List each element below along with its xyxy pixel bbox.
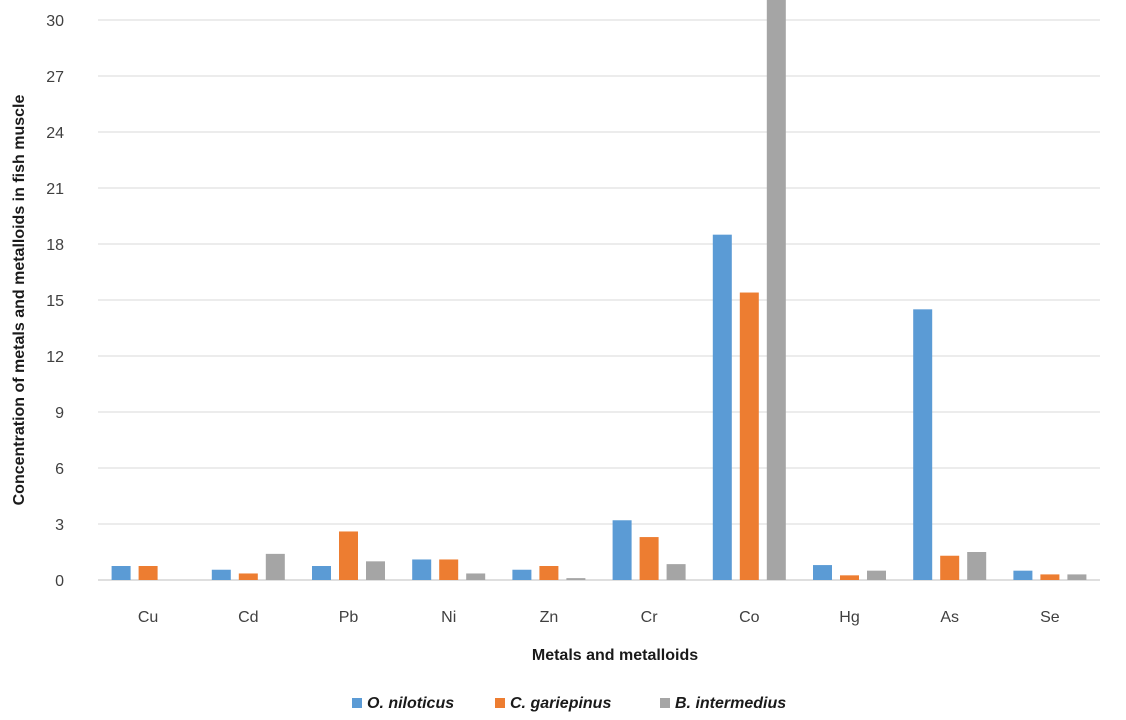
x-tick-label: Zn [540, 609, 559, 626]
x-tick-label: Hg [839, 609, 859, 626]
y-tick-label: 12 [46, 349, 64, 366]
y-tick-label: 3 [55, 517, 64, 534]
y-tick-label: 24 [46, 125, 64, 142]
bar-hg-2 [840, 575, 859, 580]
bar-ni-3 [466, 573, 486, 580]
x-axis-title: Metals and metalloids [532, 647, 698, 664]
bar-se-1 [1013, 570, 1033, 580]
bar-hg-3 [867, 570, 886, 580]
bar-as-2 [940, 555, 960, 580]
bar-cd-1 [211, 569, 231, 580]
bar-cu-1 [111, 566, 131, 580]
bar-cu-2 [138, 566, 158, 580]
y-tick-label: 21 [46, 181, 64, 198]
legend-label: B. intermedius [675, 695, 786, 712]
y-axis-title: Concentration of metals and metalloids i… [11, 95, 28, 506]
bar-ni-2 [439, 559, 459, 580]
bars [111, 0, 1087, 580]
y-tick-label: 15 [46, 293, 64, 310]
bar-pb-1 [312, 566, 331, 580]
bar-se-3 [1067, 574, 1087, 580]
legend: O. niloticus C. gariepinus B. intermedius [352, 695, 786, 712]
legend-swatch [352, 698, 362, 708]
bar-cd-3 [265, 553, 285, 580]
bar-co-3 [766, 0, 786, 580]
bar-zn-3 [566, 578, 586, 580]
y-tick-label: 30 [46, 13, 64, 30]
y-tick-label: 27 [46, 69, 64, 86]
bar-zn-1 [512, 569, 532, 580]
x-tick-label: Co [739, 609, 760, 626]
legend-swatch [495, 698, 505, 708]
bar-as-1 [913, 309, 933, 580]
bar-zn-2 [539, 566, 559, 580]
bar-as-3 [967, 552, 987, 580]
x-axis-ticks: Cu Cd Pb Ni Zn Cr Co Hg As Se [138, 609, 1060, 626]
bar-co-2 [739, 292, 759, 580]
x-tick-label: Pb [339, 609, 359, 626]
bar-ni-1 [412, 559, 432, 580]
y-tick-label: 18 [46, 237, 64, 254]
y-axis-ticks: 0 3 6 9 12 15 18 21 24 27 30 [46, 13, 64, 590]
bar-pb-3 [366, 561, 385, 580]
legend-label: C. gariepinus [510, 695, 611, 712]
bar-hg-1 [813, 565, 832, 580]
bar-cr-3 [666, 564, 686, 580]
bar-cd-2 [238, 573, 258, 580]
legend-swatch [660, 698, 670, 708]
bar-co-1 [712, 234, 732, 580]
bar-se-2 [1040, 574, 1060, 580]
x-tick-label: Cr [641, 609, 659, 626]
gridlines [98, 19, 1100, 581]
bar-cr-2 [639, 537, 659, 580]
bar-cr-1 [612, 520, 632, 580]
x-tick-label: Se [1040, 609, 1060, 626]
y-tick-label: 6 [55, 461, 64, 478]
bar-pb-2 [339, 531, 358, 580]
y-tick-label: 0 [55, 573, 64, 590]
legend-label: O. niloticus [367, 695, 454, 712]
x-tick-label: As [940, 609, 959, 626]
x-tick-label: Cd [238, 609, 258, 626]
x-tick-label: Cu [138, 609, 158, 626]
y-tick-label: 9 [55, 405, 64, 422]
x-tick-label: Ni [441, 609, 456, 626]
